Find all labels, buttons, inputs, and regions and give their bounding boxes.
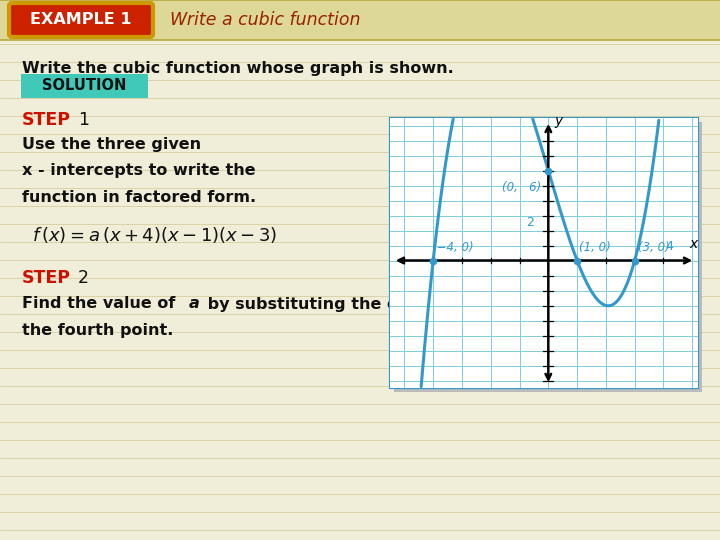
Text: Write the cubic function whose graph is shown.: Write the cubic function whose graph is … — [22, 60, 454, 76]
Text: Use the three given: Use the three given — [22, 138, 201, 152]
Text: EXAMPLE 1: EXAMPLE 1 — [30, 12, 132, 28]
Text: by substituting the coordinates of: by substituting the coordinates of — [202, 296, 518, 312]
Text: (0,   6): (0, 6) — [503, 180, 541, 193]
Text: 1: 1 — [78, 111, 89, 129]
Text: (1, 0): (1, 0) — [580, 240, 611, 253]
Text: 2: 2 — [78, 269, 89, 287]
Text: x: x — [690, 238, 698, 252]
Text: Find the value of: Find the value of — [22, 296, 181, 312]
Text: a: a — [189, 296, 199, 312]
Text: Write a cubic function: Write a cubic function — [170, 11, 361, 29]
Text: SOLUTION: SOLUTION — [42, 78, 126, 93]
FancyBboxPatch shape — [390, 118, 698, 388]
Text: 2: 2 — [526, 216, 534, 229]
FancyBboxPatch shape — [0, 0, 720, 40]
Text: STEP: STEP — [22, 111, 71, 129]
Text: (3, 0): (3, 0) — [637, 240, 670, 253]
Text: function in factored form.: function in factored form. — [22, 190, 256, 205]
Text: the fourth point.: the fourth point. — [22, 322, 174, 338]
FancyBboxPatch shape — [394, 122, 702, 392]
Text: $f\,(x)=a\,(x+4)(x-1)(x-3)$: $f\,(x)=a\,(x+4)(x-1)(x-3)$ — [32, 225, 277, 245]
FancyBboxPatch shape — [21, 74, 148, 98]
Text: x - intercepts to write the: x - intercepts to write the — [22, 164, 256, 179]
FancyBboxPatch shape — [9, 3, 153, 37]
Text: y: y — [554, 114, 562, 129]
FancyBboxPatch shape — [390, 118, 698, 388]
Text: (−4, 0): (−4, 0) — [432, 240, 473, 253]
Text: 4: 4 — [665, 240, 672, 253]
Text: STEP: STEP — [22, 269, 71, 287]
